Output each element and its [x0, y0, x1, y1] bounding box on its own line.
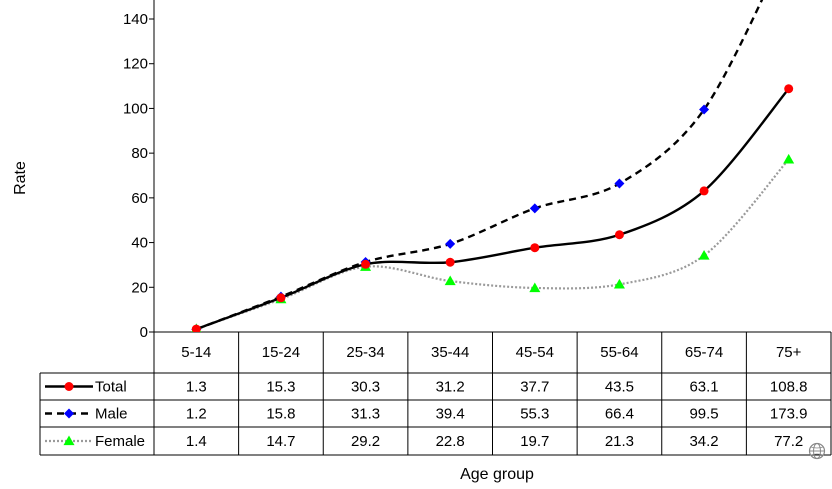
- y-tick-label: 140: [123, 11, 148, 28]
- table-cell-value: 31.3: [351, 406, 380, 423]
- data-point-total: [191, 324, 201, 332]
- legend-key-marker-male: [64, 408, 74, 419]
- y-tick-label: 100: [123, 100, 148, 117]
- table-cell-value: 55.3: [520, 406, 549, 423]
- table-cell-value: 77.2: [774, 433, 803, 450]
- y-tick-label: 60: [131, 190, 148, 207]
- y-axis: 0 20 40 60 80 100 120 140: [123, 0, 155, 341]
- table-cell-value: 34.2: [689, 433, 718, 450]
- series-line-male: [195, 0, 764, 331]
- table-cell-value: 15.3: [266, 379, 295, 396]
- data-point-total: [699, 186, 709, 196]
- table-cell-value: 31.2: [436, 379, 465, 396]
- table-cell-value: 30.3: [351, 379, 380, 396]
- table-cell-value: 43.5: [605, 379, 634, 396]
- x-category-label: 55-64: [600, 344, 638, 361]
- data-point-female: [698, 250, 710, 260]
- series-markers: [191, 84, 795, 332]
- x-axis-title: Age group: [460, 466, 534, 483]
- globe-icon: [808, 442, 826, 460]
- data-point-male: [529, 203, 540, 214]
- table-cell-value: 173.9: [770, 406, 808, 423]
- x-category-label: 15-24: [262, 344, 300, 361]
- table-cell-value: 1.2: [186, 406, 207, 423]
- table-cell-value: 63.1: [689, 379, 718, 396]
- y-axis-title: Rate: [12, 161, 29, 195]
- x-category-label: 35-44: [431, 344, 469, 361]
- y-tick-label: 0: [140, 324, 148, 341]
- x-category-label: 5-14: [181, 344, 211, 361]
- data-point-female: [613, 278, 625, 289]
- table-cell-value: 21.3: [605, 433, 634, 450]
- table-cell-value: 39.4: [436, 406, 465, 423]
- series-line-total: [195, 87, 790, 331]
- table-cell-value: 1.3: [186, 379, 207, 396]
- x-category-label: 65-74: [685, 344, 723, 361]
- data-point-female: [783, 153, 795, 164]
- data-point-male: [445, 238, 456, 249]
- table-cell-value: 29.2: [351, 433, 380, 450]
- legend-key-marker-total: [64, 382, 74, 391]
- x-category-label: 45-54: [516, 344, 554, 361]
- legend-label: Total: [95, 379, 127, 396]
- data-point-total: [445, 257, 455, 267]
- data-point-total: [276, 293, 286, 303]
- data-point-total: [614, 230, 624, 240]
- y-tick-label: 80: [131, 145, 148, 162]
- data-point-total: [530, 243, 540, 253]
- data-point-female: [529, 282, 541, 293]
- legend-label: Female: [95, 433, 145, 450]
- data-point-total: [784, 84, 794, 94]
- table-cell-value: 108.8: [770, 379, 808, 396]
- table-cell-value: 37.7: [520, 379, 549, 396]
- legend-label: Male: [95, 406, 128, 423]
- data-table-grid: [39, 331, 832, 456]
- data-point-female: [444, 275, 456, 286]
- data-point-male: [699, 104, 710, 115]
- table-cell-value: 22.8: [436, 433, 465, 450]
- series-lines: [195, 0, 790, 331]
- table-cell-value: 1.4: [186, 433, 207, 450]
- y-tick-label: 40: [131, 235, 148, 252]
- data-point-total: [361, 259, 371, 269]
- table-cell-value: 15.8: [266, 406, 295, 423]
- table-cell-value: 99.5: [689, 406, 718, 423]
- x-category-label: 75+: [776, 344, 802, 361]
- table-cell-value: 14.7: [266, 433, 295, 450]
- table-cell-value: 19.7: [520, 433, 549, 450]
- data-point-male: [614, 178, 625, 189]
- x-category-label: 25-34: [346, 344, 384, 361]
- data-table: 5-14 15-24 25-34 35-44 45-54 55-64 65-74 75+ Tot…: [45, 344, 807, 450]
- legend-key-marker-female: [63, 435, 75, 446]
- y-tick-label: 20: [131, 279, 148, 296]
- y-tick-label: 120: [123, 56, 148, 73]
- table-cell-value: 66.4: [605, 406, 634, 423]
- series-line-female: [195, 158, 790, 330]
